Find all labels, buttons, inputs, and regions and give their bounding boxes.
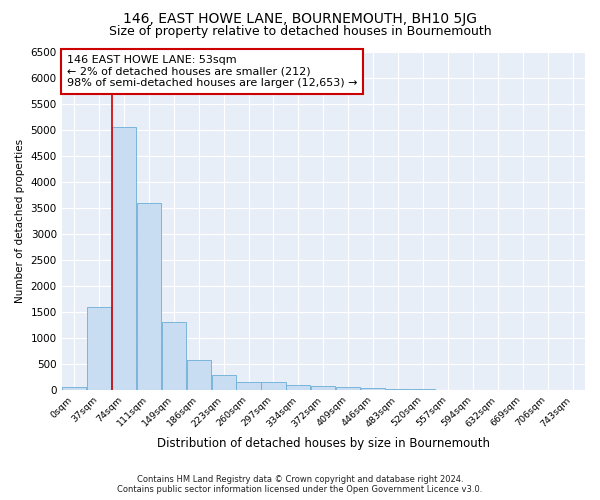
Bar [112,127,136,390]
X-axis label: Distribution of detached houses by size in Bournemouth: Distribution of detached houses by size … [157,437,490,450]
Bar [87,307,111,390]
Bar [212,374,236,390]
Y-axis label: Number of detached properties: Number of detached properties [15,139,25,303]
Bar [361,388,385,390]
Bar [62,387,86,390]
Bar [411,389,435,390]
Bar [286,385,310,390]
Text: 146, EAST HOWE LANE, BOURNEMOUTH, BH10 5JG: 146, EAST HOWE LANE, BOURNEMOUTH, BH10 5… [123,12,477,26]
Bar [336,387,361,390]
Bar [162,322,186,390]
Bar [386,388,410,390]
Bar [311,386,335,390]
Text: 146 EAST HOWE LANE: 53sqm
← 2% of detached houses are smaller (212)
98% of semi-: 146 EAST HOWE LANE: 53sqm ← 2% of detach… [67,55,358,88]
Bar [137,202,161,390]
Text: Contains HM Land Registry data © Crown copyright and database right 2024.
Contai: Contains HM Land Registry data © Crown c… [118,474,482,494]
Bar [262,382,286,390]
Bar [236,382,260,390]
Text: Size of property relative to detached houses in Bournemouth: Size of property relative to detached ho… [109,25,491,38]
Bar [187,360,211,390]
